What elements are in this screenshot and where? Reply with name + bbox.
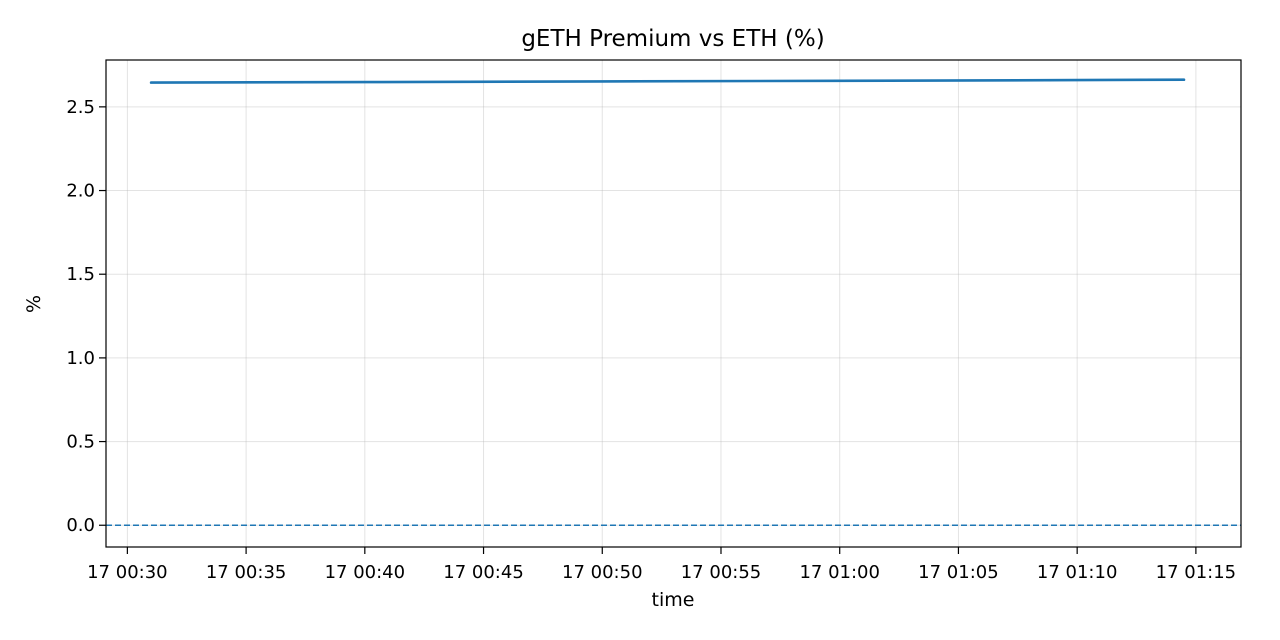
y-axis: 0.0 0.5 1.0 1.5 2.0 2.5 [66, 97, 106, 536]
x-tick-label: 17 00:40 [325, 562, 406, 583]
x-tick-label: 17 00:35 [206, 562, 287, 583]
x-tick-label: 17 01:00 [799, 562, 880, 583]
y-axis-label: % [23, 295, 45, 313]
x-tick-label: 17 01:10 [1037, 562, 1118, 583]
y-tick-label: 1.5 [66, 264, 95, 285]
y-tick-label: 0.0 [66, 515, 95, 536]
x-tick-label: 17 01:05 [918, 562, 999, 583]
x-tick-label: 17 00:55 [681, 562, 762, 583]
y-tick-label: 0.5 [66, 432, 95, 453]
x-tick-label: 17 00:30 [87, 562, 168, 583]
y-tick-label: 2.0 [66, 181, 95, 202]
x-axis: 17 00:30 17 00:35 17 00:40 17 00:45 17 00:50… [87, 547, 1236, 583]
chart-title: gETH Premium vs ETH (%) [521, 26, 824, 52]
x-axis-label: time [652, 589, 695, 611]
y-tick-label: 1.0 [66, 348, 95, 369]
x-tick-label: 17 01:15 [1156, 562, 1237, 583]
series-group [149, 78, 1186, 84]
series-line-premium [149, 78, 1186, 84]
plot-frame [105, 59, 1242, 548]
x-tick-label: 17 00:50 [562, 562, 643, 583]
y-tick-label: 2.5 [66, 97, 95, 118]
x-tick-label: 17 00:45 [443, 562, 524, 583]
